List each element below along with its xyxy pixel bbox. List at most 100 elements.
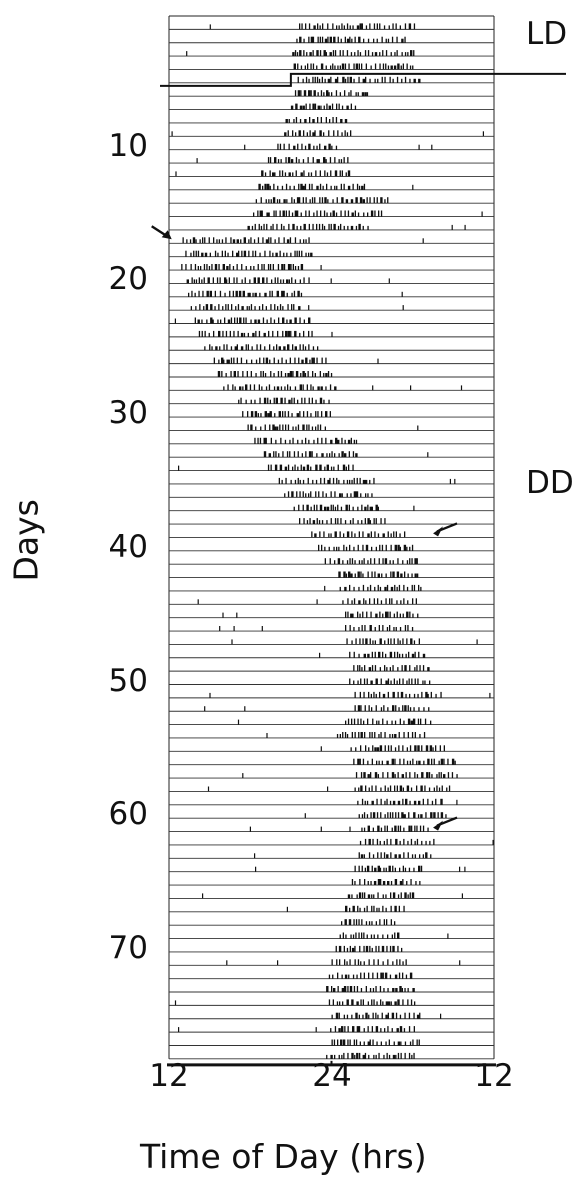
activity-bout (380, 732, 382, 738)
activity-bout (377, 1014, 379, 1019)
activity-bout (236, 252, 239, 257)
activity-bout (342, 732, 344, 738)
activity-bout (201, 330, 203, 337)
activity-bout (340, 506, 343, 511)
activity-bout (412, 1039, 414, 1046)
activity-bout (401, 774, 404, 779)
activity-bout (334, 50, 337, 57)
activity-bout (343, 571, 346, 578)
activity-bout (293, 63, 296, 70)
activity-bout (438, 760, 440, 765)
activity-bout (392, 812, 394, 819)
activity-bout (364, 705, 366, 712)
activity-bout (337, 439, 340, 444)
activity-bout (302, 466, 306, 471)
activity-bout (281, 357, 283, 364)
activity-bout (316, 210, 318, 217)
activity-bout (325, 493, 327, 498)
activity-bout (339, 493, 342, 498)
activity-bout (352, 506, 354, 511)
activity-bout (376, 798, 378, 805)
activity-bout (230, 317, 233, 324)
activity-bout (363, 827, 366, 832)
activity-bout (387, 65, 390, 70)
activity-bout (364, 732, 366, 738)
activity-bout (373, 38, 375, 43)
activity-bout (336, 103, 338, 110)
activity-bout (254, 319, 257, 324)
activity-bout (355, 63, 359, 70)
activity-bout (224, 317, 226, 324)
activity-bout (312, 103, 315, 110)
activity-bout (383, 25, 386, 30)
activity-bout (225, 373, 227, 377)
activity-bout (365, 986, 367, 992)
activity-bout (306, 384, 308, 391)
activity-bout (370, 934, 373, 939)
activity-bout (284, 397, 286, 404)
activity-bout (198, 290, 200, 297)
activity-bout (414, 667, 416, 672)
activity-bout (388, 1039, 390, 1046)
activity-bout (264, 373, 267, 377)
activity-bout (407, 852, 409, 859)
activity-bout (300, 264, 304, 270)
activity-bout (343, 986, 347, 992)
activity-bout (375, 945, 377, 952)
activity-bout (377, 879, 381, 885)
activity-bout (382, 613, 384, 618)
activity-bout (396, 600, 398, 605)
activity-bout (409, 558, 411, 565)
activity-bout (295, 426, 297, 431)
activity-bout (331, 986, 333, 992)
activity-bout (369, 23, 371, 30)
activity-bout (356, 986, 359, 992)
activity-bout (274, 172, 276, 177)
activity-bout (325, 437, 327, 444)
activity-bout (390, 881, 393, 885)
activity-bout (395, 23, 397, 30)
activity-bout (330, 491, 332, 498)
activity-bout (326, 183, 328, 190)
activity-bout (306, 520, 309, 525)
activity-bout (421, 772, 424, 779)
activity-bout (357, 905, 359, 912)
activity-bout (427, 667, 430, 672)
y-axis-title: Days (6, 499, 46, 582)
activity-bout (289, 237, 292, 244)
activity-bout (289, 371, 293, 377)
activity-bout (438, 772, 440, 779)
activity-bout (410, 638, 413, 645)
activity-bout (364, 838, 367, 845)
activity-bout (410, 999, 413, 1006)
activity-bout (409, 892, 411, 899)
activity-bout (375, 546, 377, 551)
activity-bout (358, 787, 360, 792)
activity-bout (195, 279, 198, 284)
activity-bout (365, 493, 367, 498)
activity-bout (384, 518, 386, 525)
activity-bout (356, 1001, 359, 1006)
activity-bout (355, 919, 358, 926)
activity-bout (279, 170, 281, 177)
activity-bout (329, 36, 332, 43)
activity-bout (315, 399, 317, 404)
activity-bout (417, 693, 419, 698)
activity-bout (340, 159, 343, 164)
activity-bout (352, 25, 354, 30)
activity-bout (399, 718, 401, 725)
activity-bout (301, 23, 303, 30)
activity-bout (385, 63, 387, 70)
activity-bout (394, 720, 397, 725)
activity-bout (275, 451, 277, 458)
activity-bout (359, 691, 361, 698)
activity-bout (352, 518, 354, 525)
activity-bout (370, 210, 374, 217)
activity-bout (201, 279, 203, 284)
activity-bout (322, 23, 324, 30)
activity-bout (264, 292, 267, 297)
activity-bout (318, 544, 320, 551)
activity-bout (411, 825, 413, 832)
activity-bout (366, 197, 368, 204)
activity-bout (417, 718, 420, 725)
